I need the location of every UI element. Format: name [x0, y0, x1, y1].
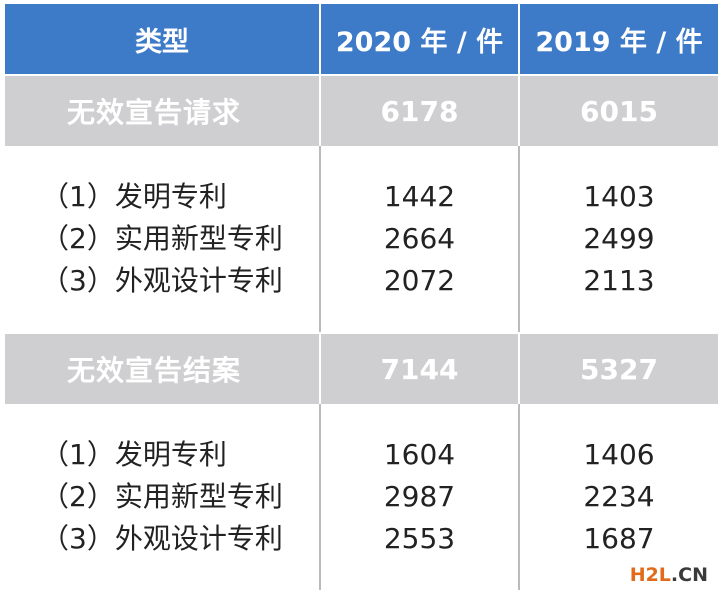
cell-value: 2664 [383, 222, 456, 255]
row-label: （3）外观设计专利 [41, 522, 283, 555]
section-label: 无效宣告结案 [67, 354, 242, 387]
cell-value: 1687 [583, 522, 655, 555]
cell-value: 2113 [583, 264, 655, 297]
detail-block-requests: （1）发明专利 （2）实用新型专利 （3）外观设计专利 1442 2664 20… [5, 146, 718, 332]
section-total-2019: 5327 [518, 334, 718, 404]
row-label: （1）发明专利 [41, 180, 227, 213]
cell-value: 1403 [583, 180, 655, 213]
row-label: （1）发明专利 [41, 438, 227, 471]
watermark-dot: . [670, 564, 679, 586]
data-table: 类型 2020 年 / 件 2019 年 / 件 无效宣告请求 6178 601… [5, 4, 718, 594]
cell-value: 2072 [383, 264, 456, 297]
cell-value: 2553 [383, 522, 456, 555]
row-label: （3）外观设计专利 [41, 264, 283, 297]
section-row-requests: 无效宣告请求 6178 6015 [5, 76, 718, 146]
cell-value: 1604 [383, 438, 456, 471]
detail-block-closures: （1）发明专利 （2）实用新型专利 （3）外观设计专利 1604 2987 25… [5, 404, 718, 590]
detail-labels: （1）发明专利 （2）实用新型专利 （3）外观设计专利 [5, 146, 319, 332]
cell-value: 2499 [583, 222, 655, 255]
section-row-closures: 无效宣告结案 7144 5327 [5, 334, 718, 404]
detail-values-2019: 1403 2499 2113 [518, 146, 718, 332]
cell-value: 2234 [583, 480, 655, 513]
section-label: 无效宣告请求 [67, 96, 242, 129]
watermark-h2l: H2L [629, 564, 671, 586]
section-total-2020: 6178 [319, 76, 518, 146]
row-label: （2）实用新型专利 [41, 222, 283, 255]
row-label: （2）实用新型专利 [41, 480, 283, 513]
table-header-row: 类型 2020 年 / 件 2019 年 / 件 [5, 4, 718, 74]
header-type: 类型 [135, 26, 189, 58]
header-2020: 2020 年 / 件 [319, 4, 518, 74]
detail-values-2020: 1442 2664 2072 [319, 146, 518, 332]
section-total-2019: 6015 [518, 76, 718, 146]
watermark-cn: CN [678, 564, 708, 586]
section-total-2020: 7144 [319, 334, 518, 404]
detail-labels: （1）发明专利 （2）实用新型专利 （3）外观设计专利 [5, 404, 319, 590]
detail-values-2020: 1604 2987 2553 [319, 404, 518, 590]
header-2019: 2019 年 / 件 [518, 4, 718, 74]
cell-value: 1442 [383, 180, 456, 213]
watermark-logo: H2L.CN [630, 564, 708, 586]
detail-values-2019: 1406 2234 1687 [518, 404, 718, 590]
cell-value: 1406 [583, 438, 655, 471]
cell-value: 2987 [383, 480, 456, 513]
